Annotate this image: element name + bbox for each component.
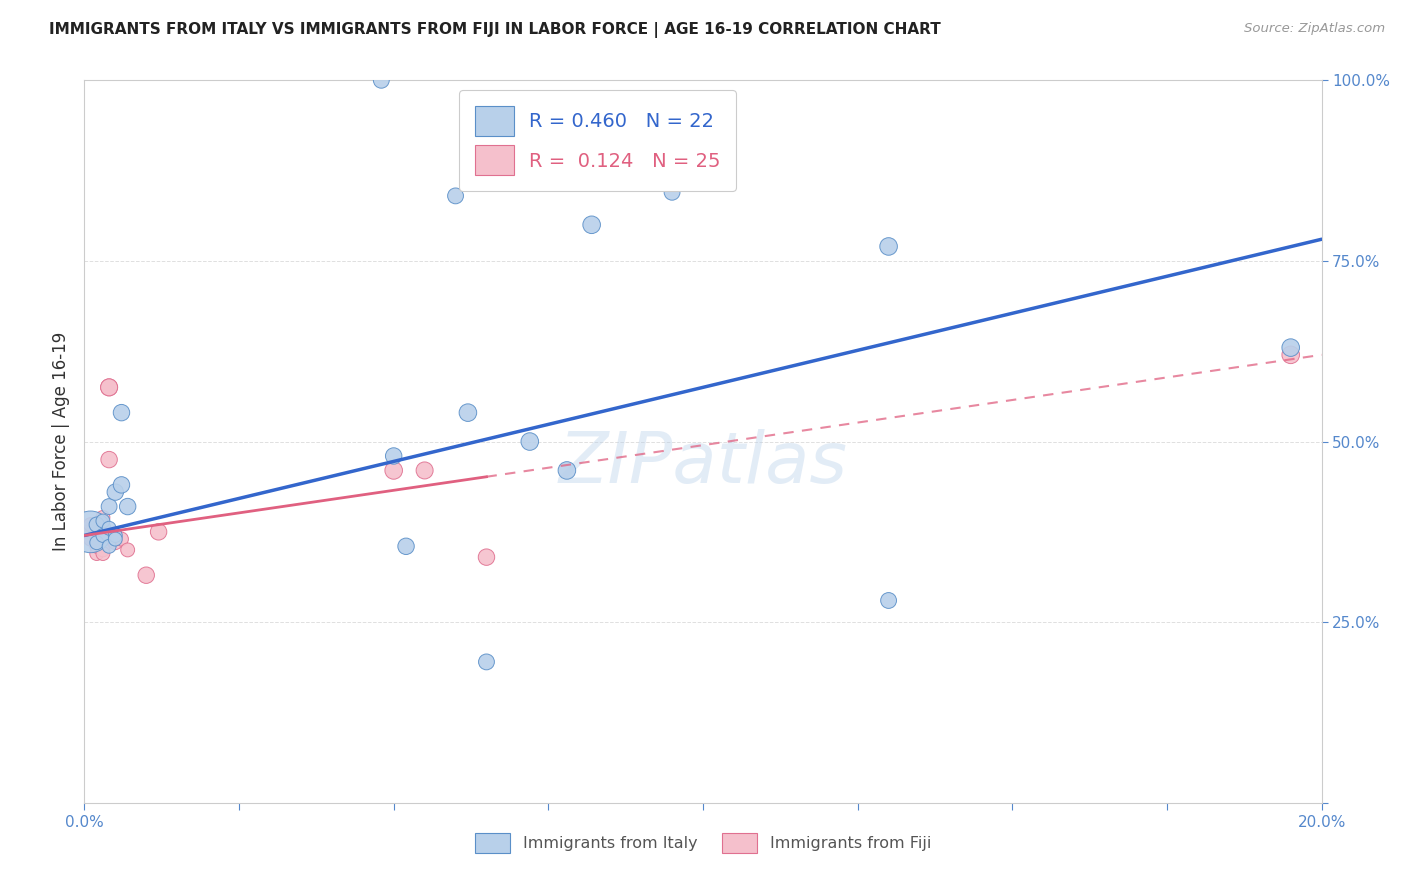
Point <box>91 514 114 528</box>
Point <box>382 463 405 477</box>
Point <box>91 542 114 557</box>
Point <box>110 532 132 546</box>
Point <box>98 380 121 394</box>
Point <box>104 528 127 542</box>
Point <box>110 406 132 420</box>
Point <box>73 524 96 539</box>
Point <box>91 528 114 542</box>
Point <box>877 239 900 253</box>
Legend: Immigrants from Italy, Immigrants from Fiji: Immigrants from Italy, Immigrants from F… <box>468 827 938 860</box>
Point <box>98 539 121 553</box>
Point <box>86 517 108 532</box>
Point <box>370 73 392 87</box>
Point <box>86 532 108 546</box>
Point <box>104 528 127 542</box>
Point <box>877 593 900 607</box>
Point <box>98 380 121 394</box>
Point <box>98 500 121 514</box>
Point <box>98 452 121 467</box>
Point <box>104 532 127 546</box>
Y-axis label: In Labor Force | Age 16-19: In Labor Force | Age 16-19 <box>52 332 70 551</box>
Text: Source: ZipAtlas.com: Source: ZipAtlas.com <box>1244 22 1385 36</box>
Point <box>1279 341 1302 355</box>
Point <box>1279 348 1302 362</box>
Point <box>117 542 139 557</box>
Point <box>79 524 101 539</box>
Point <box>475 655 498 669</box>
Point <box>457 406 479 420</box>
Point <box>79 532 101 546</box>
Point <box>661 186 683 200</box>
Point <box>91 510 114 524</box>
Point <box>135 568 157 582</box>
Point <box>110 478 132 492</box>
Point <box>475 550 498 565</box>
Point <box>395 539 418 553</box>
Point <box>91 524 114 539</box>
Point <box>117 500 139 514</box>
Point <box>382 449 405 463</box>
Point <box>86 547 108 561</box>
Point <box>519 434 541 449</box>
Point <box>104 485 127 500</box>
Text: IMMIGRANTS FROM ITALY VS IMMIGRANTS FROM FIJI IN LABOR FORCE | AGE 16-19 CORRELA: IMMIGRANTS FROM ITALY VS IMMIGRANTS FROM… <box>49 22 941 38</box>
Point <box>444 189 467 203</box>
Text: ZIPatlas: ZIPatlas <box>558 429 848 498</box>
Point <box>91 547 114 561</box>
Point <box>86 517 108 532</box>
Point <box>148 524 170 539</box>
Point <box>79 517 101 532</box>
Point <box>413 463 436 477</box>
Point <box>555 463 578 477</box>
Point <box>104 535 127 549</box>
Point <box>104 532 127 546</box>
Point <box>86 535 108 549</box>
Point <box>98 521 121 535</box>
Point <box>86 539 108 553</box>
Point <box>581 218 603 232</box>
